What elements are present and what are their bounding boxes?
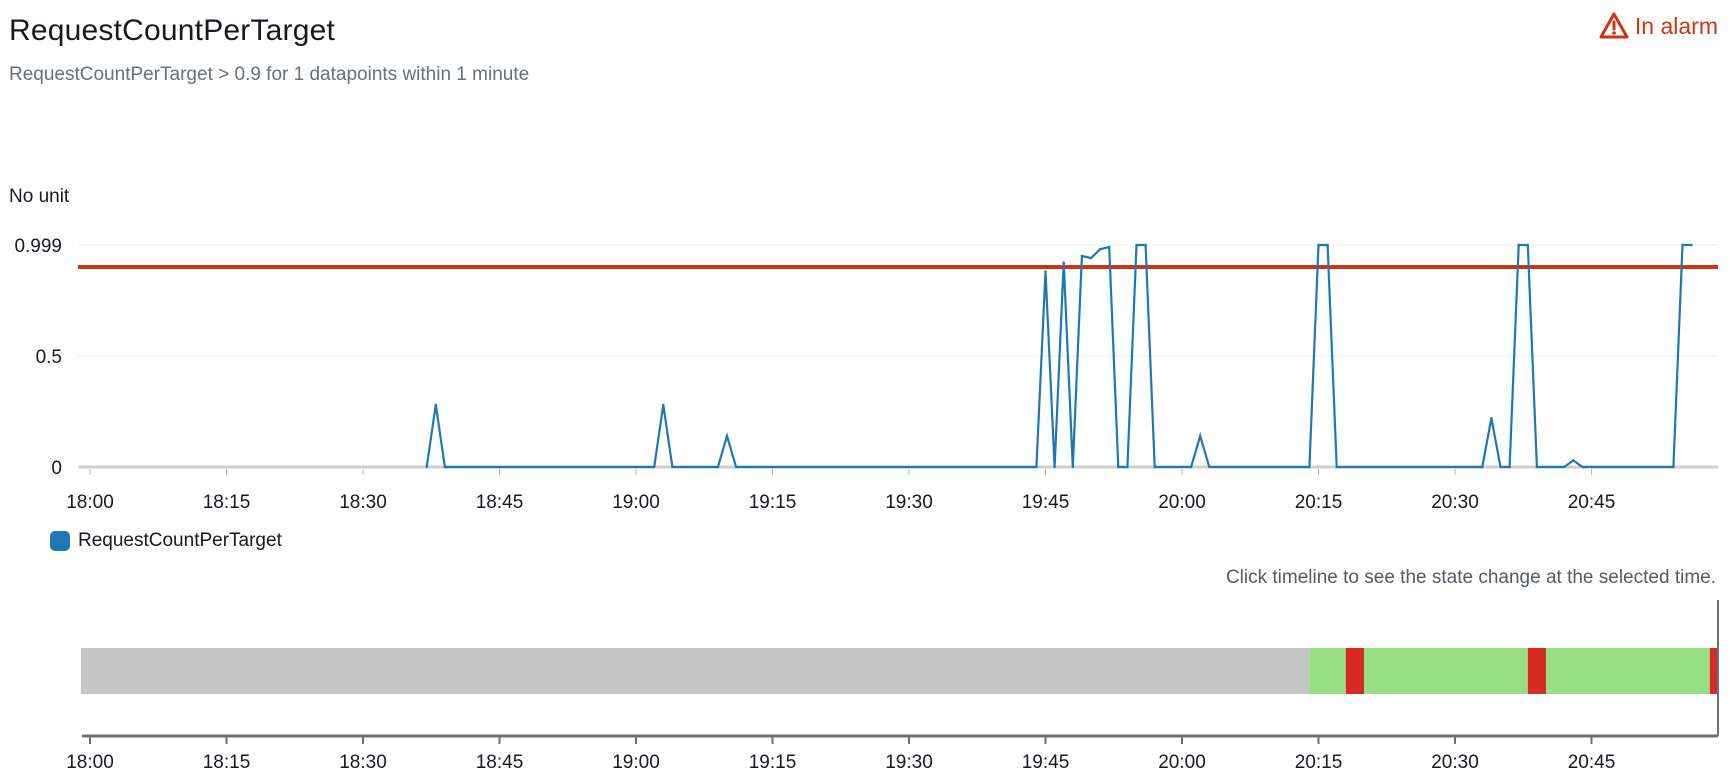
data-point: [1335, 465, 1338, 469]
data-point: [1080, 254, 1084, 258]
timeline-x-tick-label: 18:15: [203, 752, 251, 772]
x-tick-label: 19:30: [885, 492, 933, 513]
x-tick-label: 20:00: [1158, 492, 1206, 513]
data-point: [1508, 465, 1511, 469]
timeline-x-tick-label: 20:30: [1431, 752, 1479, 772]
timeline-x-tick-label: 19:45: [1022, 752, 1070, 772]
data-point: [1171, 465, 1175, 469]
legend-series-label: RequestCountPerTarget: [78, 530, 282, 551]
y-tick-label: 0: [51, 458, 62, 479]
legend-swatch: [50, 531, 70, 551]
widget-title: RequestCountPerTarget: [9, 14, 336, 47]
data-point: [1189, 465, 1193, 469]
data-point: [1499, 465, 1502, 469]
timeline-x-tick-label: 18:30: [339, 752, 387, 772]
data-point: [1135, 243, 1138, 247]
alarm-status-label: In alarm: [1634, 12, 1718, 39]
data-point: [1035, 465, 1038, 469]
data-point: [1044, 270, 1047, 273]
data-point: [1108, 245, 1111, 249]
state-segment-alarm: [1345, 648, 1364, 694]
data-point: [1690, 243, 1693, 247]
data-point: [1490, 416, 1493, 420]
data-point: [1053, 465, 1056, 469]
x-tick-label: 19:45: [1022, 492, 1070, 513]
data-point: [1517, 243, 1520, 247]
data-point: [1071, 465, 1075, 469]
timeline-x-tick-label: 20:15: [1295, 752, 1343, 772]
data-point: [1153, 465, 1156, 469]
data-point: [443, 465, 447, 469]
data-point: [1681, 243, 1684, 247]
x-tick-label: 18:15: [203, 492, 251, 513]
x-tick-label: 18:45: [476, 492, 524, 513]
state-segment-alarm: [1709, 648, 1718, 694]
data-point: [1535, 465, 1539, 469]
alarm-status: In alarm: [1599, 12, 1718, 40]
data-point: [1526, 243, 1530, 247]
y-tick-label: 0.999: [14, 236, 62, 257]
x-tick-label: 18:00: [66, 492, 114, 513]
data-point: [1199, 434, 1202, 438]
data-point: [1317, 243, 1320, 247]
state-segment-alarm: [1527, 648, 1546, 694]
data-point: [1326, 243, 1329, 247]
timeline-x-tick-label: 18:45: [476, 752, 524, 772]
timeline-x-tick-label: 20:00: [1158, 752, 1206, 772]
data-point: [1089, 256, 1093, 260]
data-point: [1117, 465, 1120, 469]
chart-legend[interactable]: RequestCountPerTarget: [50, 530, 282, 552]
x-tick-label: 20:15: [1295, 492, 1343, 513]
data-point: [1672, 465, 1675, 469]
data-point: [1144, 243, 1147, 247]
data-point: [1308, 465, 1311, 469]
data-point: [725, 434, 729, 438]
warning-triangle-icon: [1599, 12, 1629, 39]
x-tick-label: 18:30: [339, 492, 387, 513]
data-point: [653, 465, 656, 469]
data-point: [734, 465, 738, 469]
x-tick-label: 19:00: [612, 492, 660, 513]
state-segment-ok: [1546, 648, 1710, 694]
x-tick-label: 19:15: [749, 492, 797, 513]
y-axis-unit: No unit: [9, 186, 70, 207]
timeline-x-tick-label: 19:15: [749, 752, 797, 772]
data-point: [1098, 248, 1102, 251]
data-point: [1581, 465, 1584, 469]
data-point: [716, 465, 720, 469]
data-point: [1062, 261, 1065, 264]
data-point: [434, 403, 437, 406]
timeline-hint: Click timeline to see the state change a…: [1225, 567, 1716, 588]
x-tick-label: 20:45: [1568, 492, 1616, 513]
data-point: [1481, 465, 1484, 469]
state-segment-insufficient: [80, 648, 1310, 694]
x-tick-label: 20:30: [1431, 492, 1479, 513]
data-point: [425, 465, 428, 469]
state-segment-ok: [1364, 648, 1528, 694]
y-tick-label: 0.5: [36, 347, 62, 368]
timeline-x-tick-label: 20:45: [1568, 752, 1616, 772]
data-point: [1126, 465, 1129, 469]
timeline-x-tick-label: 19:30: [885, 752, 933, 772]
data-point: [1208, 465, 1211, 469]
data-point: [662, 403, 665, 406]
data-point: [1572, 459, 1575, 462]
series-line: [425, 243, 1692, 469]
data-point: [1563, 465, 1566, 469]
state-segment-ok: [1309, 648, 1346, 694]
timeline-x-tick-label: 19:00: [612, 752, 660, 772]
data-point: [671, 465, 674, 469]
timeline-x-tick-label: 18:00: [66, 752, 114, 772]
alarm-condition: RequestCountPerTarget > 0.9 for 1 datapo…: [9, 64, 530, 85]
